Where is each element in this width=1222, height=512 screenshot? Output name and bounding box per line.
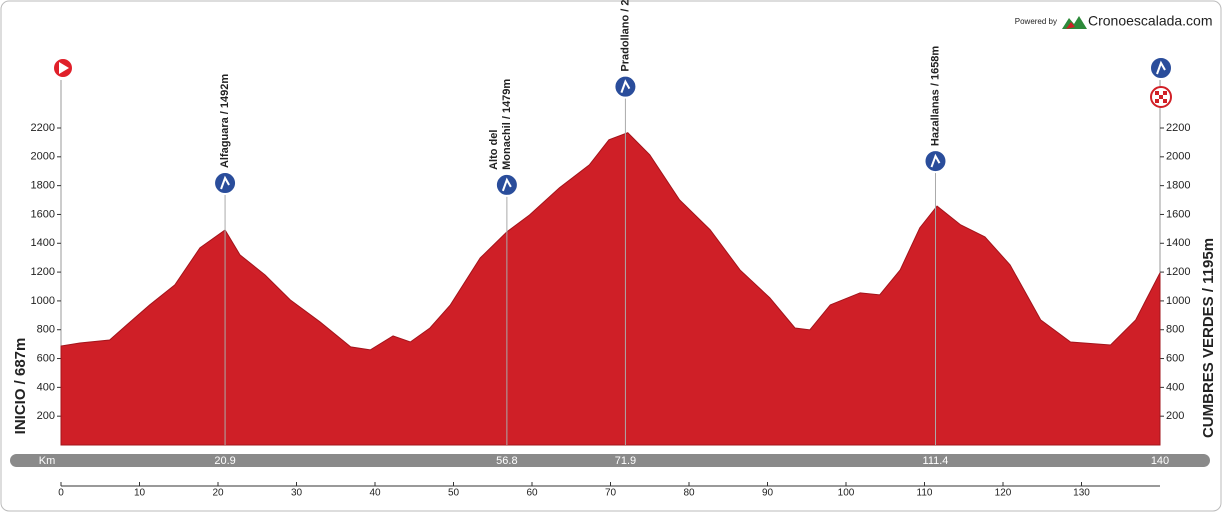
x-tick-label: 30: [291, 488, 303, 499]
y-tick-label: 1600: [31, 208, 55, 220]
start-icon: [52, 57, 74, 79]
y-tick-label: 2200: [31, 122, 55, 134]
x-tick-label: 100: [838, 488, 855, 499]
y2-tick-label: 2200: [1166, 122, 1190, 134]
x-tick-label: 130: [1073, 488, 1090, 499]
x-tick-label: 40: [369, 488, 381, 499]
y-tick-label: 600: [37, 352, 55, 364]
y-tick-label: 200: [37, 410, 55, 422]
y-tick-label: 1000: [31, 295, 55, 307]
km-unit: Km: [39, 455, 56, 467]
y2-tick-label: 1200: [1166, 266, 1190, 278]
summit-icon-glyph: [220, 175, 230, 190]
summit-label: Alto del: [488, 130, 500, 170]
summit-icon: [613, 74, 638, 99]
x-tick-label: 80: [683, 488, 695, 499]
summit-label: Pradollano / 2: [619, 0, 631, 72]
y2-tick-label: 1800: [1166, 180, 1190, 192]
x-tick-label: 120: [995, 488, 1012, 499]
x-tick-label: 90: [762, 488, 774, 499]
powered-by: Powered by: [1015, 17, 1057, 26]
summit-label: Monachil / 1479m: [501, 79, 513, 170]
summit-icon: [494, 172, 519, 197]
x-tick-label: 60: [526, 488, 538, 499]
x-tick-label: 50: [448, 488, 460, 499]
x-tick-label: 10: [134, 488, 146, 499]
y2-tick-label: 1000: [1166, 295, 1190, 307]
summit-km: 71.9: [615, 455, 636, 467]
start-label: INICIO / 687m: [12, 338, 29, 435]
x-tick-label: 110: [917, 488, 933, 499]
y-tick-label: 800: [37, 324, 55, 336]
y2-tick-label: 600: [1166, 352, 1184, 364]
x-tick-label: 70: [605, 488, 617, 499]
finish-flag: [1150, 86, 1172, 108]
summit-icon-glyph: [930, 153, 941, 168]
summit-label: Alfaguara / 1492m: [219, 74, 231, 168]
summit-icon-glyph: [501, 177, 512, 192]
y-tick-label: 2000: [31, 151, 55, 163]
summit-icon-circle: [923, 149, 948, 174]
summit-km: 56.8: [496, 455, 517, 467]
finish-km: 140: [1151, 455, 1169, 467]
summit-km: 20.9: [214, 455, 235, 467]
summit-km: 111.4: [923, 455, 949, 467]
summit-icon-circle: [494, 172, 519, 197]
y-tick-label: 400: [37, 381, 55, 393]
x-tick-label: 20: [212, 488, 224, 499]
y-tick-label: 1800: [31, 180, 55, 192]
brand-logo-accent: [1066, 22, 1075, 29]
y2-tick-label: 400: [1166, 381, 1184, 393]
summit-label: Hazallanas / 1658m: [929, 46, 941, 147]
y2-tick-label: 1600: [1166, 208, 1190, 220]
summit-icon-circle: [213, 171, 238, 196]
km-bar: [10, 454, 1210, 467]
y2-tick-label: 800: [1166, 324, 1184, 336]
finish-icon: [1149, 56, 1173, 80]
y-tick-label: 1400: [31, 237, 55, 249]
summit-icon-glyph: [620, 79, 631, 93]
summit-icon: [213, 171, 238, 196]
summit-icon: [923, 149, 948, 174]
brand-logo: [1062, 16, 1087, 29]
y2-tick-label: 200: [1166, 410, 1184, 422]
y-tick-label: 1200: [31, 266, 55, 278]
summit-icon-circle: [613, 74, 638, 99]
x-tick-label: 0: [58, 488, 64, 499]
finish-label: CUMBRES VERDES / 1195m: [1200, 238, 1217, 438]
y2-tick-label: 1400: [1166, 237, 1190, 249]
brand: Cronoescalada.com: [1088, 13, 1213, 29]
y2-tick-label: 2000: [1166, 151, 1190, 163]
